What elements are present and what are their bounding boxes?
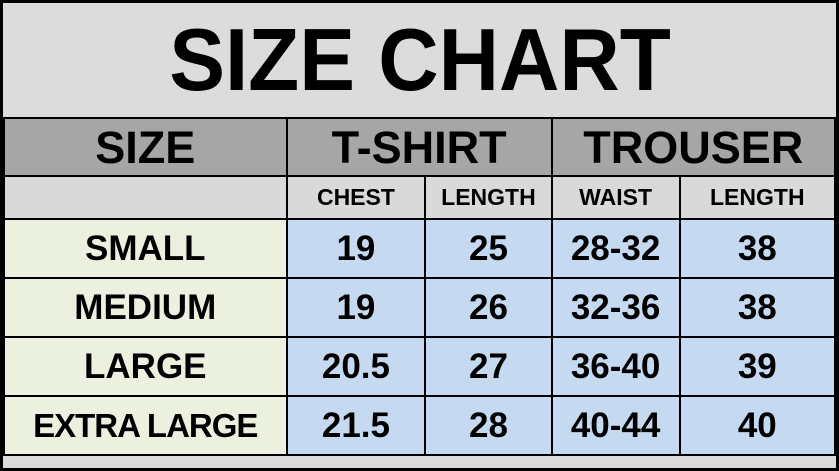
tshirt-chest-cell: 19 — [285, 277, 427, 338]
tshirt-chest-cell: 19 — [285, 218, 427, 279]
size-chart-table: SIZE T-SHIRT TROUSER CHEST LENGTH WAIST … — [3, 117, 836, 456]
header-size: SIZE — [3, 117, 288, 177]
subheader-tshirt-length: LENGTH — [424, 175, 553, 220]
subheader-empty — [3, 175, 288, 220]
table-row-small: SMALL 19 25 28-32 38 — [3, 218, 836, 279]
table-row-extra-large: EXTRA LARGE 21.5 28 40-44 40 — [3, 395, 836, 456]
trouser-waist-cell: 40-44 — [550, 395, 681, 456]
subheader-tshirt-chest: CHEST — [285, 175, 427, 220]
table-row-medium: MEDIUM 19 26 32-36 38 — [3, 277, 836, 338]
trouser-waist-cell: 28-32 — [550, 218, 681, 279]
size-label-cell: LARGE — [3, 336, 288, 397]
group-header-row: SIZE T-SHIRT TROUSER — [3, 117, 836, 177]
sub-header-row: CHEST LENGTH WAIST LENGTH — [3, 175, 836, 220]
size-label-cell: EXTRA LARGE — [3, 395, 288, 456]
tshirt-chest-cell: 20.5 — [285, 336, 427, 397]
subheader-trouser-waist: WAIST — [550, 175, 681, 220]
tshirt-length-cell: 28 — [424, 395, 553, 456]
size-label-cell: MEDIUM — [3, 277, 288, 338]
trouser-length-cell: 38 — [678, 277, 836, 338]
trouser-waist-cell: 32-36 — [550, 277, 681, 338]
tshirt-length-cell: 26 — [424, 277, 553, 338]
tshirt-chest-cell: 21.5 — [285, 395, 427, 456]
page-title: SIZE CHART — [3, 3, 836, 117]
trouser-waist-cell: 36-40 — [550, 336, 681, 397]
subheader-trouser-length: LENGTH — [678, 175, 836, 220]
size-label-cell: SMALL — [3, 218, 288, 279]
trouser-length-cell: 38 — [678, 218, 836, 279]
header-tshirt: T-SHIRT — [285, 117, 553, 177]
page-title-text: SIZE CHART — [168, 10, 671, 109]
tshirt-length-cell: 27 — [424, 336, 553, 397]
trouser-length-cell: 39 — [678, 336, 836, 397]
trouser-length-cell: 40 — [678, 395, 836, 456]
tshirt-length-cell: 25 — [424, 218, 553, 279]
header-trouser: TROUSER — [550, 117, 836, 177]
table-row-large: LARGE 20.5 27 36-40 39 — [3, 336, 836, 397]
